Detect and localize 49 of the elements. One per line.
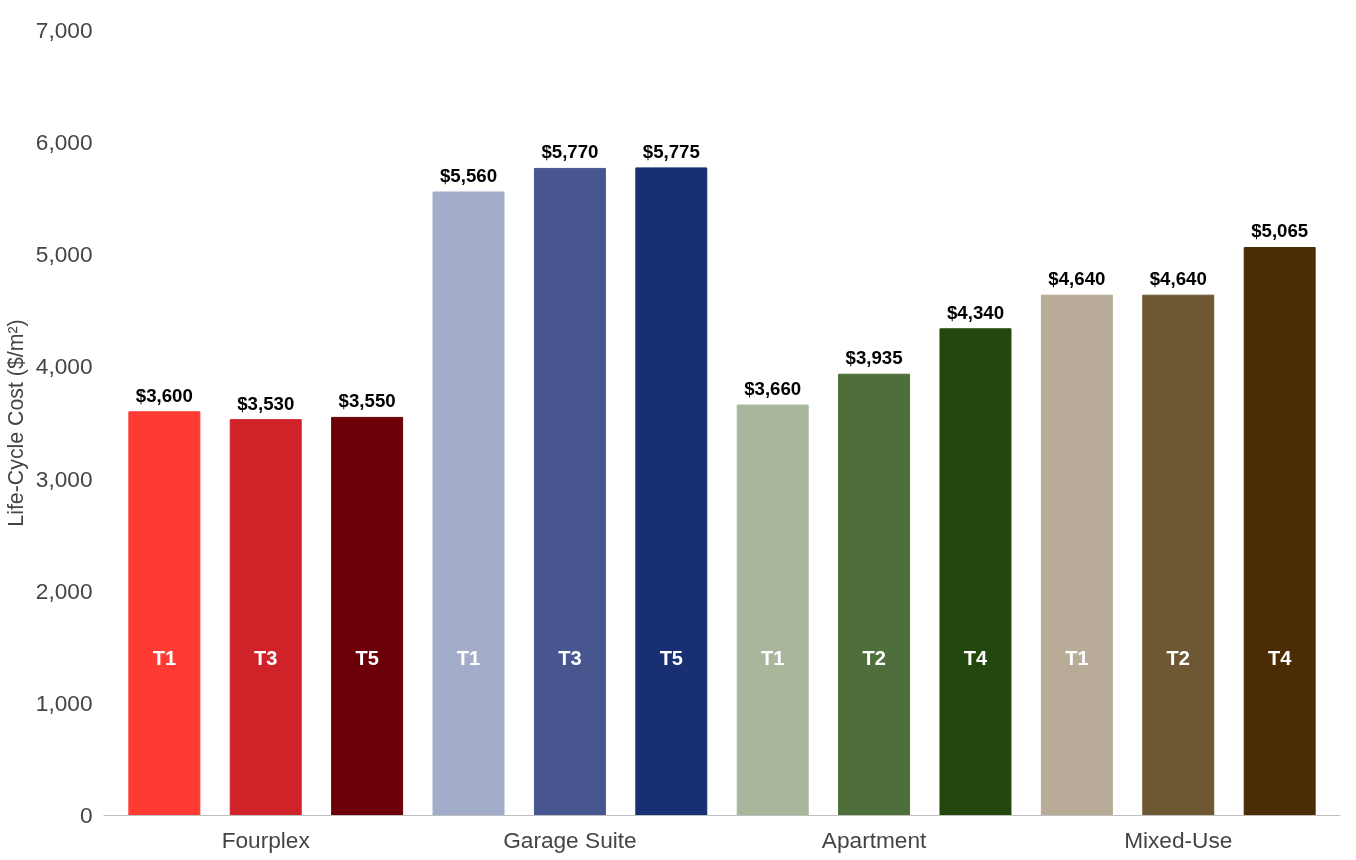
data-label: $4,640 <box>1149 268 1207 290</box>
text: Fourplex <box>221 826 311 853</box>
y-tick-label: 3,000 <box>35 465 93 492</box>
y-tick-label: 4,000 <box>35 353 93 380</box>
data-label: $5,775 <box>642 140 700 162</box>
text: Mixed-Use <box>1124 826 1233 853</box>
data-label: $5,770 <box>541 141 599 163</box>
y-tick-label: 0 <box>79 802 93 828</box>
y-tick-label: 1,000 <box>35 689 93 716</box>
x-tick-label: T3 <box>254 646 278 669</box>
bar <box>635 167 708 816</box>
x-tick-label: T1 <box>761 646 785 669</box>
x-tick-label: T2 <box>862 646 886 669</box>
x-tick-label: T5 <box>355 646 379 669</box>
x-tick-label: T1 <box>152 646 177 669</box>
bar <box>128 411 201 816</box>
y-tick-label: 6,000 <box>35 129 93 156</box>
bar <box>939 328 1012 816</box>
x-tick-label: T1 <box>456 646 481 669</box>
data-label: $3,935 <box>845 347 903 369</box>
data-label: $3,660 <box>744 378 802 400</box>
bar <box>331 416 404 816</box>
y-axis-title: Life-Cycle Cost ($/m²) <box>3 319 28 527</box>
y-tick-label: 7,000 <box>35 17 93 43</box>
x-tick-label: T2 <box>1166 646 1190 669</box>
data-label: $3,600 <box>135 384 193 406</box>
bar <box>1243 247 1316 816</box>
data-label: $5,065 <box>1251 220 1309 242</box>
data-label: $5,560 <box>439 164 498 186</box>
bar <box>432 191 505 816</box>
x-tick-label: T4 <box>963 646 989 669</box>
data-label: $4,340 <box>946 301 1005 323</box>
y-tick-label: 2,000 <box>35 577 93 604</box>
x-tick-label: T5 <box>659 646 683 669</box>
bar <box>1040 294 1113 816</box>
x-tick-label: T4 <box>1267 646 1293 669</box>
x-tick-label: T3 <box>558 646 582 669</box>
bar <box>736 404 809 816</box>
data-label: $4,640 <box>1048 268 1106 290</box>
x-tick-label: T1 <box>1065 646 1089 669</box>
text: Apartment <box>821 826 928 853</box>
bar <box>229 419 302 816</box>
data-label: $3,550 <box>338 390 396 412</box>
data-label: $3,530 <box>237 392 295 414</box>
bar <box>533 167 606 816</box>
bar <box>838 373 911 816</box>
bar <box>1142 294 1215 816</box>
text: Garage Suite <box>503 826 637 853</box>
y-tick-label: 5,000 <box>35 241 93 268</box>
